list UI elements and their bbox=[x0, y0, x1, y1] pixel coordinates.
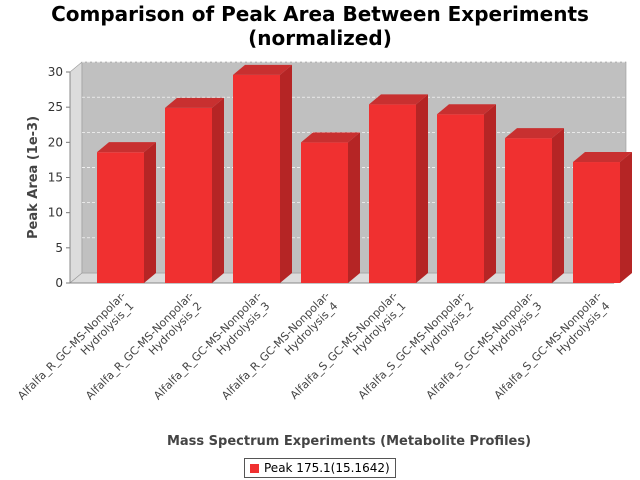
y-tick-label: 5 bbox=[55, 241, 63, 255]
bar bbox=[437, 114, 484, 283]
bar bbox=[369, 104, 416, 283]
bar-side bbox=[620, 152, 632, 283]
bar-top bbox=[233, 64, 292, 75]
bar-top bbox=[369, 94, 428, 105]
bar bbox=[301, 142, 348, 283]
plot-left-wall bbox=[69, 61, 83, 284]
x-axis-label: Mass Spectrum Experiments (Metabolite Pr… bbox=[167, 434, 531, 449]
bar-side bbox=[484, 104, 496, 283]
bar-top bbox=[97, 142, 156, 153]
chart-title-line-2: (normalized) bbox=[248, 26, 392, 50]
bar-top bbox=[165, 97, 224, 108]
y-tick-label: 20 bbox=[48, 135, 63, 149]
bar-side bbox=[280, 64, 292, 284]
bar-top bbox=[505, 128, 564, 139]
bar bbox=[165, 107, 212, 284]
legend-label: Peak 175.1(15.1642) bbox=[264, 461, 390, 475]
y-axis-label: Peak Area (1e-3) bbox=[26, 116, 41, 239]
bar bbox=[505, 138, 552, 283]
legend-swatch bbox=[250, 463, 259, 473]
x-tick-label: Alfalfa_R_GC-MS-Nonpolar-Hydrolysis_1 bbox=[15, 289, 138, 412]
bar bbox=[573, 162, 620, 283]
legend: Peak 175.1(15.1642) bbox=[244, 458, 396, 478]
y-tick-label: 10 bbox=[48, 206, 63, 220]
bar-side bbox=[212, 97, 224, 284]
bar-side bbox=[552, 128, 564, 283]
bar-top bbox=[573, 152, 632, 163]
bar bbox=[97, 152, 144, 283]
bar-side bbox=[144, 142, 156, 283]
y-tick-label: 25 bbox=[48, 100, 63, 114]
bar-side bbox=[348, 132, 360, 283]
y-tick-label: 30 bbox=[48, 65, 63, 79]
chart-title-line-1: Comparison of Peak Area Between Experime… bbox=[51, 2, 589, 26]
bar-top bbox=[301, 132, 360, 143]
y-tick-label: 15 bbox=[48, 171, 63, 185]
bar-top bbox=[437, 104, 496, 115]
bar-side bbox=[416, 94, 428, 283]
chart-title: Comparison of Peak Area Between Experime… bbox=[0, 2, 640, 50]
bar bbox=[233, 74, 280, 284]
y-tick-label: 0 bbox=[55, 276, 63, 290]
